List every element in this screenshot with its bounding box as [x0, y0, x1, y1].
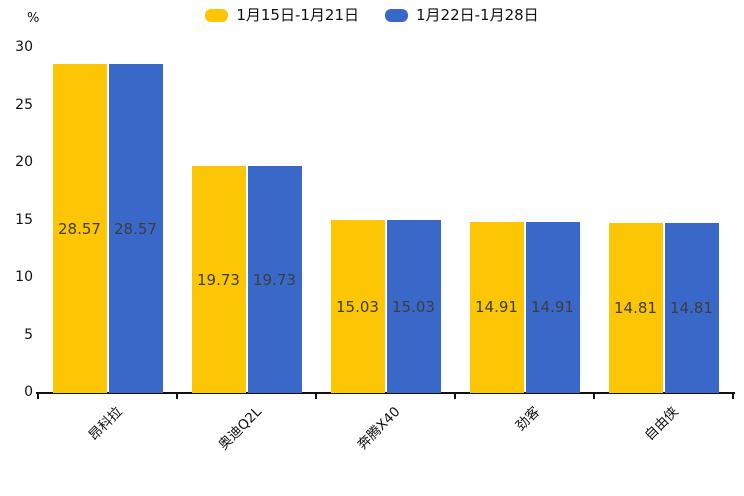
bar-value-label: 14.81 [614, 298, 657, 317]
bar-value-label: 14.91 [475, 298, 518, 317]
x-axis-tick [593, 394, 595, 399]
x-axis-category-label: 昂科拉 [85, 403, 126, 444]
bar-value-label: 19.73 [197, 270, 240, 289]
bar-value-label: 14.81 [670, 298, 713, 317]
y-axis-unit-label: % [27, 11, 40, 26]
y-tick-label: 30 [15, 39, 33, 55]
bar-series2-昂科拉[interactable] [108, 64, 163, 393]
x-axis-category-label: 奥迪Q2L [215, 403, 265, 454]
bar-series1-昂科拉[interactable] [52, 64, 107, 393]
y-tick-label: 20 [15, 154, 33, 170]
bar-series1-奥迪Q2L[interactable] [191, 166, 246, 393]
bar-series1-劲客[interactable] [469, 221, 524, 393]
bar-value-label: 15.03 [392, 297, 435, 316]
bar-value-label: 28.57 [114, 219, 157, 238]
legend-swatch-blue [385, 8, 408, 22]
bar-series2-劲客[interactable] [525, 221, 580, 393]
bar-series1-自由侠[interactable] [608, 222, 663, 393]
bar-series2-奥迪Q2L[interactable] [247, 166, 302, 393]
legend-swatch-yellow [205, 8, 229, 22]
legend-label-week1: 1月15日-1月21日 [236, 6, 359, 24]
legend-item-week2[interactable]: 1月22日-1月28日 [385, 6, 539, 24]
bar-series2-自由侠[interactable] [664, 222, 719, 393]
legend-label-week2: 1月22日-1月28日 [416, 6, 539, 24]
x-axis-tick [37, 394, 39, 399]
bar-value-label: 28.57 [58, 219, 101, 238]
x-axis-tick [454, 394, 456, 399]
bar-value-label: 19.73 [253, 270, 296, 289]
x-axis-tick [732, 394, 734, 399]
legend-item-week1[interactable]: 1月15日-1月21日 [205, 6, 359, 24]
bar-value-label: 14.91 [531, 298, 574, 317]
y-tick-label: 10 [15, 269, 33, 285]
x-axis-tick [315, 394, 317, 399]
y-tick-label: 5 [24, 326, 33, 343]
bar-series2-奔腾X40[interactable] [386, 220, 441, 393]
x-axis-tick [176, 394, 178, 399]
x-axis-category-label: 劲客 [512, 403, 543, 435]
legend: 1月15日-1月21日 1月22日-1月28日 [0, 6, 744, 24]
bar-value-label: 15.03 [336, 297, 379, 316]
x-axis-category-label: 自由侠 [641, 403, 682, 444]
x-axis-line [36, 392, 735, 394]
x-axis-category-label: 奔腾X40 [354, 403, 404, 453]
y-tick-label: 0 [24, 384, 33, 400]
bar-series1-奔腾X40[interactable] [330, 220, 385, 393]
y-tick-label: 25 [15, 96, 33, 113]
y-tick-label: 15 [15, 211, 33, 228]
